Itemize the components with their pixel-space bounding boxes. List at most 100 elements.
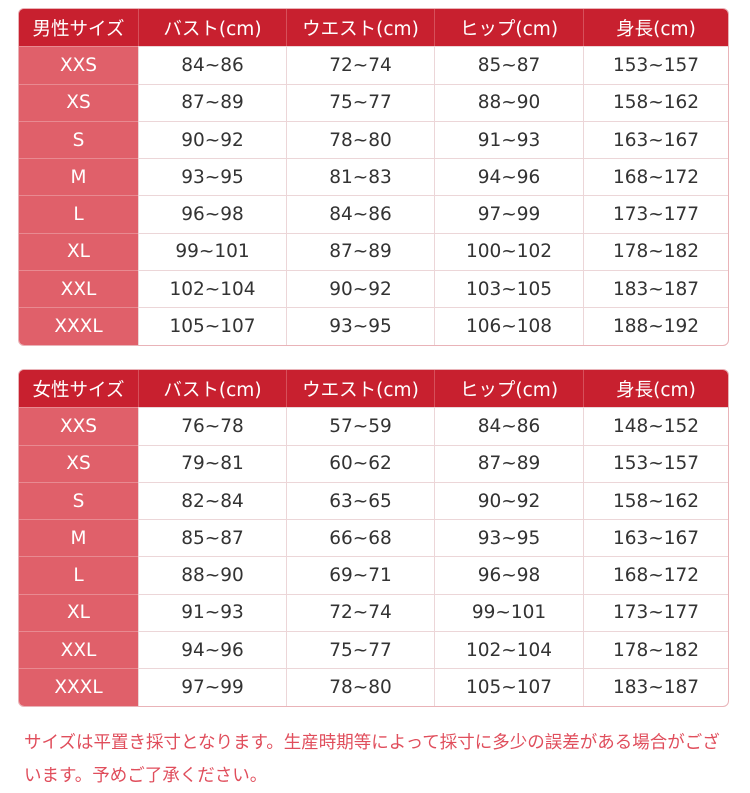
measurement-cell: 94~96 [434,159,583,196]
column-header: ヒップ(cm) [434,370,583,408]
measurement-cell: 81~83 [286,159,434,196]
measurement-cell: 60~62 [286,445,434,482]
measurement-cell: 72~74 [286,594,434,632]
measurement-cell: 148~152 [583,408,728,445]
column-header: バスト(cm) [138,9,286,47]
measurement-cell: 163~167 [583,121,728,159]
measurement-cell: 69~71 [286,557,434,594]
measurement-cell: 90~92 [434,482,583,520]
size-note: サイズは平置き採寸となります。生産時期等によって採寸に多少の誤差がある場合がござ… [24,733,720,786]
measurement-cell: 88~90 [434,84,583,121]
size-label: XXL [19,631,138,669]
measurement-cell: 106~108 [434,308,583,345]
measurement-cell: 85~87 [434,47,583,84]
measurement-cell: 97~99 [434,196,583,233]
womens-size-table: 女性サイズ バスト(cm) ウエスト(cm) ヒップ(cm) 身長(cm) XXS 76~7… [18,369,729,707]
table-row: XS 87~89 75~77 88~90 158~162 [19,83,728,121]
measurement-cell: 153~157 [583,445,728,482]
measurement-cell: 93~95 [434,520,583,557]
table-row: XXS 84~86 72~74 85~87 153~157 [19,46,728,84]
measurement-cell: 183~187 [583,669,728,706]
size-label: XXL [19,270,138,308]
column-header: バスト(cm) [138,370,286,408]
measurement-cell: 173~177 [583,594,728,632]
measurement-cell: 96~98 [138,196,286,233]
measurement-cell: 103~105 [434,271,583,308]
table-row: XS 79~81 60~62 87~89 153~157 [19,444,728,482]
size-label: XXXL [19,307,138,345]
measurement-cell: 87~89 [434,445,583,482]
measurement-cell: 84~86 [286,196,434,233]
measurement-cell: 99~101 [434,594,583,632]
mens-size-table: 男性サイズ バスト(cm) ウエスト(cm) ヒップ(cm) 身長(cm) XXS 84~8… [18,8,729,346]
measurement-cell: 78~80 [286,669,434,706]
table-row: XL 91~93 72~74 99~101 173~177 [19,593,728,632]
measurement-cell: 168~172 [583,159,728,196]
table-row: M 85~87 66~68 93~95 163~167 [19,519,728,557]
measurement-cell: 99~101 [138,233,286,271]
measurement-cell: 84~86 [434,408,583,445]
measurement-cell: 87~89 [138,84,286,121]
measurement-cell: 78~80 [286,121,434,159]
size-label: XXS [19,407,138,445]
column-header: ウエスト(cm) [286,370,434,408]
table-row: S 90~92 78~80 91~93 163~167 [19,120,728,159]
measurement-cell: 66~68 [286,520,434,557]
measurement-cell: 158~162 [583,84,728,121]
measurement-cell: 102~104 [138,271,286,308]
table-row: XXL 94~96 75~77 102~104 178~182 [19,631,728,669]
measurement-cell: 57~59 [286,408,434,445]
size-label: M [19,519,138,557]
measurement-cell: 75~77 [286,84,434,121]
measurement-cell: 91~93 [138,594,286,632]
measurement-cell: 85~87 [138,520,286,557]
measurement-cell: 168~172 [583,557,728,594]
size-label: XL [19,232,138,271]
column-header: 男性サイズ [19,9,138,47]
size-label: L [19,195,138,233]
measurement-cell: 188~192 [583,308,728,345]
measurement-cell: 96~98 [434,557,583,594]
column-header: 身長(cm) [583,370,728,408]
measurement-cell: 153~157 [583,47,728,84]
size-label: XXS [19,46,138,84]
size-label: L [19,556,138,594]
measurement-cell: 105~107 [434,669,583,706]
measurement-cell: 90~92 [138,121,286,159]
size-label: S [19,481,138,520]
table-row: XXS 76~78 57~59 84~86 148~152 [19,407,728,445]
size-label: XL [19,593,138,632]
measurement-cell: 87~89 [286,233,434,271]
table-row: XXXL 97~99 78~80 105~107 183~187 [19,668,728,706]
measurement-cell: 158~162 [583,482,728,520]
measurement-cell: 88~90 [138,557,286,594]
table-row: L 88~90 69~71 96~98 168~172 [19,556,728,594]
measurement-cell: 163~167 [583,520,728,557]
table-row: XXL 102~104 90~92 103~105 183~187 [19,270,728,308]
table-row: L 96~98 84~86 97~99 173~177 [19,195,728,233]
measurement-cell: 84~86 [138,47,286,84]
measurement-cell: 94~96 [138,632,286,669]
size-label: XS [19,444,138,482]
column-header: ヒップ(cm) [434,9,583,47]
table-header-row: 男性サイズ バスト(cm) ウエスト(cm) ヒップ(cm) 身長(cm) [19,9,728,47]
size-label: S [19,120,138,159]
measurement-cell: 63~65 [286,482,434,520]
table-row: XL 99~101 87~89 100~102 178~182 [19,232,728,271]
table-row: S 82~84 63~65 90~92 158~162 [19,481,728,520]
table-row: M 93~95 81~83 94~96 168~172 [19,158,728,196]
table-row: XXXL 105~107 93~95 106~108 188~192 [19,307,728,345]
column-header: ウエスト(cm) [286,9,434,47]
measurement-cell: 105~107 [138,308,286,345]
size-label: XXXL [19,668,138,706]
measurement-cell: 178~182 [583,632,728,669]
measurement-cell: 90~92 [286,271,434,308]
measurement-cell: 100~102 [434,233,583,271]
measurement-cell: 93~95 [286,308,434,345]
measurement-cell: 82~84 [138,482,286,520]
size-label: XS [19,83,138,121]
column-header: 身長(cm) [583,9,728,47]
table-header-row: 女性サイズ バスト(cm) ウエスト(cm) ヒップ(cm) 身長(cm) [19,370,728,408]
measurement-cell: 173~177 [583,196,728,233]
measurement-cell: 93~95 [138,159,286,196]
